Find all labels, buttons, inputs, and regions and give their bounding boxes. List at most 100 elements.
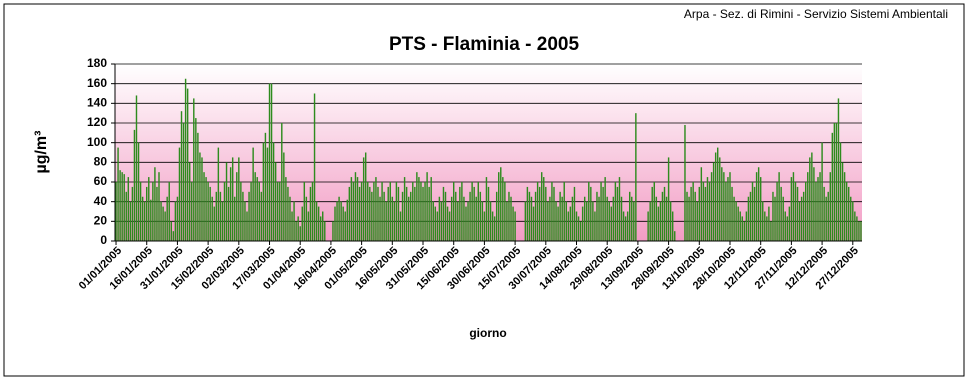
bar — [766, 216, 768, 241]
bar — [238, 157, 240, 241]
bar — [193, 98, 195, 242]
bar — [137, 142, 140, 241]
bar — [854, 211, 856, 241]
bar — [217, 147, 220, 241]
bar — [258, 182, 260, 241]
bar — [379, 196, 381, 241]
y-tick-label: 80 — [94, 155, 108, 169]
bar — [805, 182, 807, 241]
bar — [477, 182, 479, 241]
bar — [768, 206, 770, 241]
bar — [178, 147, 181, 241]
bar — [655, 196, 658, 241]
bar — [579, 221, 582, 241]
bar — [248, 191, 250, 241]
bar — [143, 201, 146, 241]
bar — [127, 177, 130, 241]
bar — [162, 206, 164, 241]
bar — [802, 191, 805, 241]
bar — [397, 186, 400, 241]
bar — [416, 172, 418, 241]
bar — [690, 186, 692, 241]
bar — [289, 196, 291, 241]
bar — [180, 111, 183, 241]
bar — [749, 191, 752, 241]
bar — [800, 196, 803, 241]
bar — [811, 152, 813, 241]
bar — [428, 186, 430, 241]
chart-title: PTS - Flaminia - 2005 — [389, 34, 579, 55]
bar — [561, 196, 563, 241]
bar — [405, 186, 408, 241]
bar — [319, 216, 322, 241]
bar — [694, 191, 696, 241]
bar — [780, 186, 782, 241]
bar — [659, 201, 662, 241]
bar — [172, 231, 175, 241]
bar — [268, 83, 271, 242]
bar — [350, 177, 353, 241]
bar — [293, 201, 295, 241]
bar — [191, 182, 193, 241]
bar — [479, 191, 482, 241]
bar — [354, 172, 357, 241]
bar — [412, 182, 414, 241]
bar — [481, 201, 484, 241]
bar — [649, 201, 651, 241]
bar — [440, 201, 443, 241]
bar — [549, 196, 551, 241]
bar — [297, 216, 299, 241]
bar — [174, 201, 177, 241]
bar — [657, 206, 660, 241]
bar — [260, 191, 263, 241]
bar — [307, 211, 310, 241]
bar — [700, 167, 703, 241]
bar — [207, 182, 209, 241]
bar — [340, 201, 342, 241]
bar — [604, 177, 606, 241]
bar — [563, 182, 565, 241]
bar — [786, 216, 789, 241]
bar — [821, 142, 823, 241]
bar — [231, 157, 234, 241]
bar — [759, 177, 762, 241]
bar — [150, 199, 152, 241]
bar — [628, 191, 631, 241]
bar — [317, 206, 320, 241]
bar — [148, 177, 150, 241]
bar — [426, 172, 428, 241]
bar — [188, 162, 191, 241]
bar — [432, 201, 434, 241]
bar — [778, 172, 780, 241]
bar — [731, 186, 733, 241]
y-tick-label: 140 — [87, 96, 107, 110]
bar — [139, 182, 142, 241]
y-tick-label: 0 — [100, 233, 107, 247]
bar — [123, 174, 125, 241]
bar — [209, 186, 211, 241]
bar — [616, 186, 619, 241]
bar — [524, 201, 527, 241]
bar — [737, 206, 739, 241]
bar — [418, 177, 420, 241]
bar — [635, 113, 637, 241]
bar — [465, 206, 467, 241]
bar — [223, 182, 226, 241]
bar — [725, 182, 727, 241]
bar — [770, 221, 772, 241]
bar — [704, 186, 707, 241]
bar — [571, 196, 574, 241]
bar — [600, 182, 602, 241]
bar — [698, 186, 701, 241]
bar — [299, 226, 301, 241]
bar — [530, 196, 533, 241]
x-axis-label: giorno — [469, 326, 506, 340]
bar — [387, 186, 389, 241]
bar — [156, 186, 158, 241]
bar — [610, 206, 613, 241]
bar — [792, 172, 795, 241]
bar — [434, 206, 437, 241]
bar — [242, 191, 244, 241]
bar — [364, 152, 367, 241]
